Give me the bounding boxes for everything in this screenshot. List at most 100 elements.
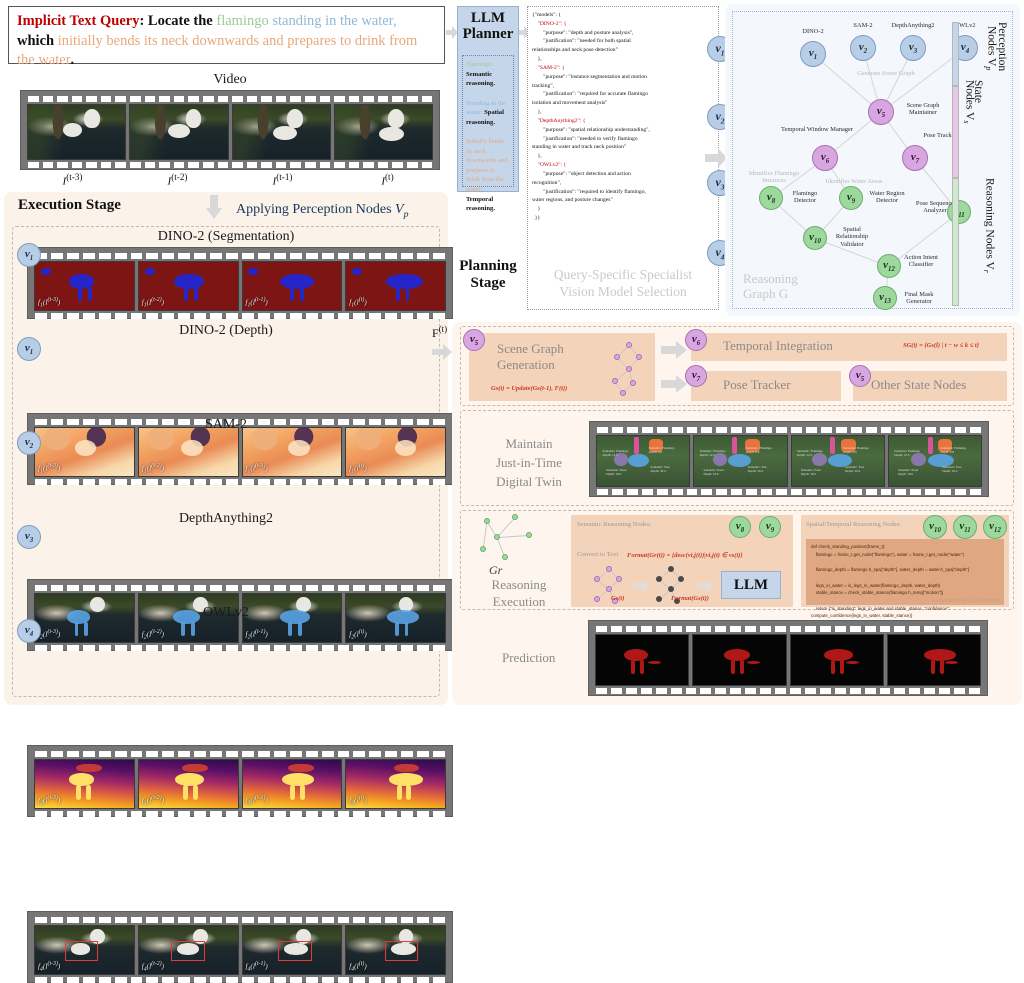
- prediction-frame: [692, 634, 787, 686]
- scene-graph-generation-box: Scene Graph Generation Gs(t) = Update(Gs…: [469, 333, 655, 401]
- node-badge-v2: v2: [17, 431, 41, 455]
- json-line: },: [532, 109, 542, 116]
- other-state-nodes-box: Other State Nodes: [853, 371, 1007, 401]
- semantic-reasoning-label: Semantic Reasoning Nodes:: [577, 521, 652, 528]
- source-graph-label: Gs(t): [611, 595, 625, 602]
- node-badge-v12-label: v12: [989, 519, 1001, 535]
- json-line: "justification": "required for accurate …: [532, 91, 648, 98]
- json-line: standing in water and track neck positio…: [532, 144, 627, 151]
- node-badge-label: v1: [715, 40, 725, 58]
- json-line: "purpose": "instance segmentation and mo…: [532, 73, 647, 80]
- mini-graph-node: [626, 342, 632, 348]
- perception-frame: f1(I(t-2)): [137, 261, 239, 311]
- graph-perception-label: OWLv2: [954, 22, 976, 29]
- prediction-label: Prediction: [502, 650, 556, 665]
- query-temporal-cue: initially bends its neck downwards and p…: [17, 32, 418, 69]
- legend-bar: [952, 86, 959, 178]
- model-selection-caption: Query-Specific Specialist Vision Model S…: [553, 267, 693, 300]
- json-line: }}: [532, 215, 541, 222]
- film-perforations-bottom: [32, 811, 448, 817]
- graph-node-caption: Scene Graph Maintainer: [906, 102, 940, 117]
- query-semantic-cue: flamingo: [216, 13, 269, 29]
- generated-code-block: def check_standing_position(frame_t): fl…: [806, 539, 1004, 618]
- frame-label: f1(I(t-3)): [38, 463, 61, 475]
- strip-title: DepthAnything2: [178, 511, 274, 526]
- mini-graph-node: [484, 518, 490, 524]
- frame-label: f1(I(t-2)): [141, 463, 164, 475]
- json-line: }: [532, 206, 541, 213]
- graph-node-v11: v11: [947, 200, 971, 224]
- temporal-integration-title: Temporal Integration: [723, 338, 833, 353]
- frame-label: f1(I(t-3)): [38, 297, 61, 309]
- mini-graph-node: [612, 378, 618, 384]
- node-badge-v5-label: v5: [469, 332, 479, 348]
- perception-frame: f3(I(t-3)): [34, 759, 135, 809]
- perception-frame: f3(I(t)): [345, 759, 446, 809]
- json-line: "justification": "needed for both spatia…: [532, 38, 631, 45]
- node-badge-v7: v7: [685, 365, 707, 387]
- graph-node-caption: Temporal Window Manager: [781, 126, 853, 133]
- graph-node-v7: v7: [902, 145, 928, 171]
- graph-node-label: v1: [808, 46, 818, 62]
- strip-title: DINO-2 (Segmentation): [157, 229, 295, 244]
- graph-node-v5: v5: [868, 99, 894, 125]
- legend-label: Nodes Vs: [962, 80, 976, 124]
- graph-node-label: v12: [883, 258, 895, 274]
- legend-label: Perception: [996, 22, 1008, 72]
- arrow-planner-to-json: [519, 26, 530, 39]
- json-line: water regions, and posture changes": [532, 197, 613, 204]
- graph-node-v3: v3: [900, 35, 926, 61]
- arrow-json-to-graph: [705, 148, 727, 168]
- input-feature-label: F(t): [432, 324, 448, 340]
- spatial-temporal-reasoning-box: Spatial/Temporal Reasoning Nodes: v10 v1…: [801, 515, 1009, 618]
- node-badge-v9: v9: [759, 516, 781, 538]
- graph-node-caption: Final Mask Generator: [904, 291, 934, 306]
- perception-frame: f4(I(t-2)): [137, 925, 239, 975]
- mini-graph-node: [606, 586, 612, 592]
- graph-node-label: v10: [809, 230, 821, 246]
- perception-frame: f4(I(t)): [345, 925, 446, 975]
- json-line: "DepthAnything2": {: [532, 117, 586, 124]
- planner-query-breakdown: Flamingo: Semantic reasoning. Standing in…: [462, 55, 514, 212]
- mini-graph-node: [674, 598, 680, 604]
- node-badge-v10-label: v10: [929, 519, 941, 535]
- prediction-section: Prediction: [460, 614, 1014, 700]
- json-line: tracking",: [532, 82, 555, 89]
- execution-stage-panel: Execution Stage Applying Perception Node…: [4, 192, 453, 983]
- film-perforations-bottom: [32, 479, 448, 485]
- graph-node-v8: v8: [759, 186, 783, 210]
- planning-stage-label: Planning Stage: [459, 258, 517, 291]
- llm-chip-label: LLM: [733, 576, 769, 593]
- arrow-applying-perception: [206, 195, 222, 219]
- frame-label: f4(I(t-2)): [141, 961, 164, 973]
- node-badge-v1: v1: [17, 337, 41, 361]
- graph-perception-label: DINO-2: [802, 28, 824, 35]
- strip-title: OWLv2: [203, 605, 249, 620]
- perception-frame: f2(I(t)): [345, 593, 446, 643]
- video-film-strip: [20, 90, 440, 170]
- pose-tracker-title: Pose Tracker: [723, 377, 791, 392]
- digital-twin-frame: Semantic: Flamingo Depth: 12.5 Semantic: F…: [596, 435, 691, 487]
- formatted-graph-label: Format(Gs(t)): [671, 595, 709, 602]
- node-badge-v5-other: v5: [849, 365, 871, 387]
- breakdown-cue: Initially bends its neck downwards and p…: [466, 138, 508, 194]
- json-line: "purpose": "object detection and action: [532, 170, 631, 177]
- node-badge-v11: v11: [953, 515, 977, 539]
- digital-twin-label: Maintain Just-in-Time Digital Twin: [496, 436, 562, 489]
- prediction-frames: [593, 632, 983, 688]
- graph-perception-label: DepthAnything2: [891, 22, 935, 29]
- perception-frame: f3(I(t-2)): [137, 759, 239, 809]
- perception-frame: f1(I(t-3)): [34, 261, 135, 311]
- node-badge-label: v2: [24, 435, 34, 451]
- mini-graph-edge: [496, 535, 530, 538]
- query-label: Implicit Text Query: [17, 13, 140, 29]
- node-badge-v5-other-label: v5: [855, 368, 865, 384]
- perception-frame: f2(I(t-2)): [137, 593, 239, 643]
- code-credit-label: Generated by LLM-coder: [932, 597, 1000, 604]
- graph-node-label: v3: [908, 40, 918, 56]
- llm-planner-box: LLM Planner Flamingo: Semantic reasoning…: [457, 6, 519, 212]
- mini-graph-node: [620, 390, 626, 396]
- node-badge-v1: v1: [17, 243, 41, 267]
- temporal-integration-box: Temporal Integration SG(t) = {Gs(l) | t …: [691, 333, 1007, 361]
- film-perforations-top: [594, 427, 984, 433]
